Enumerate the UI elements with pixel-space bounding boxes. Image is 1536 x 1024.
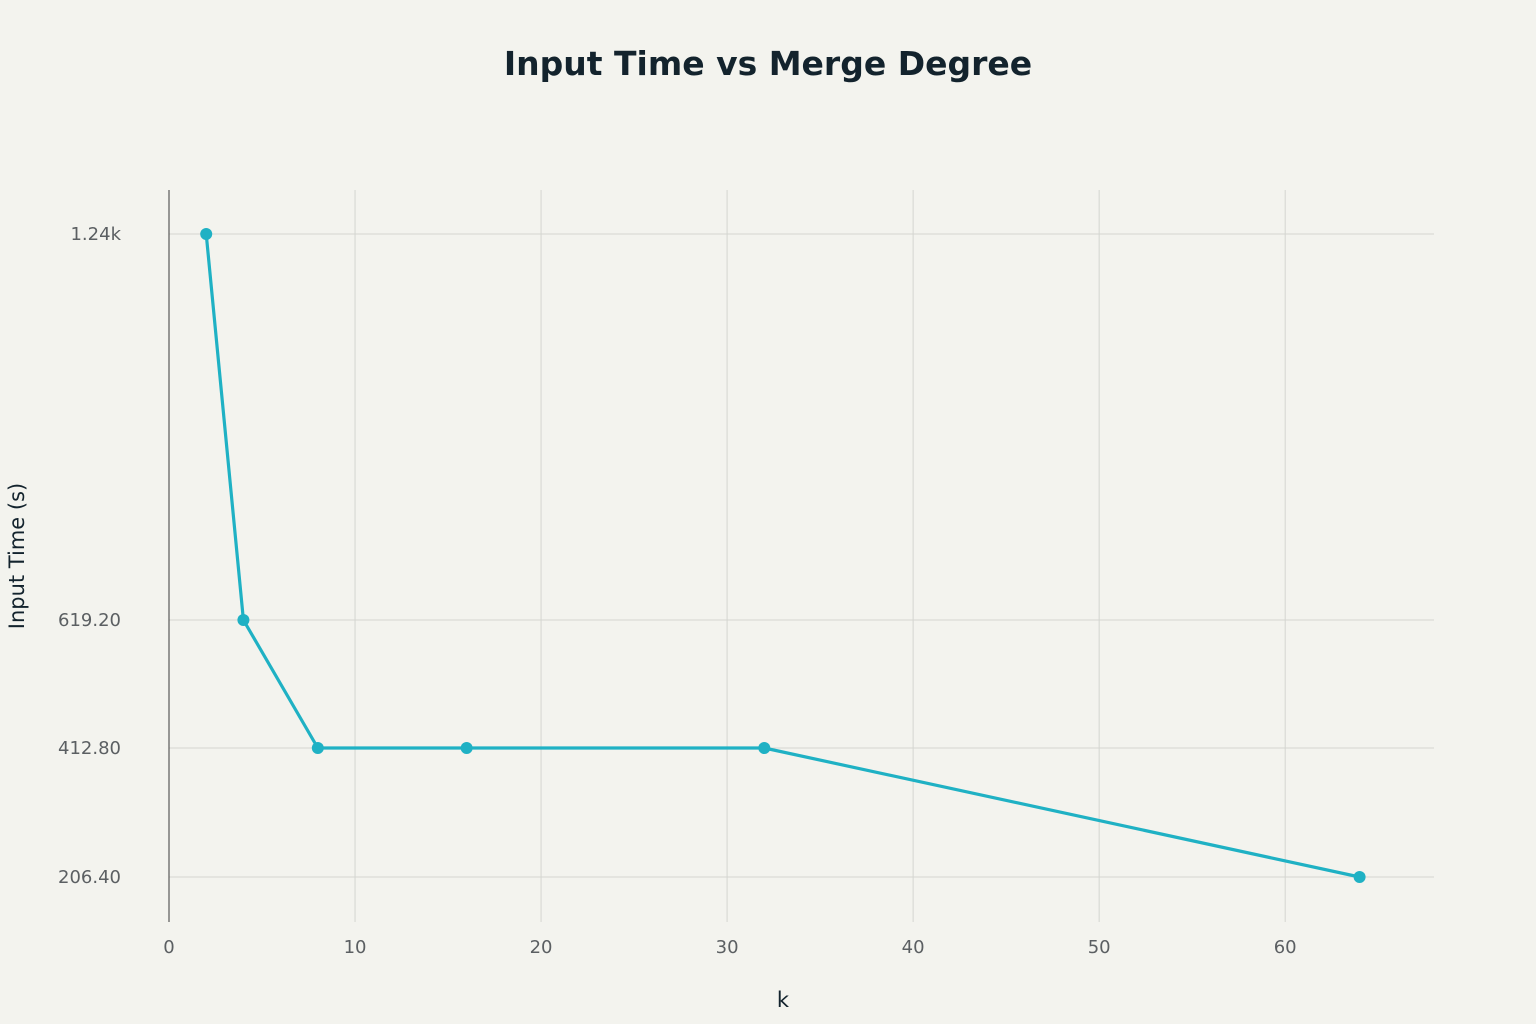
x-tick-label: 50 [1088, 937, 1111, 958]
y-tick-label: 619.20 [58, 610, 121, 631]
data-point[interactable] [200, 228, 213, 240]
series [200, 228, 1366, 883]
y-tick-label: 412.80 [58, 738, 121, 759]
gridlines [169, 190, 1434, 922]
y-axis-title: Input Time (s) [5, 483, 29, 629]
y-tick-label: 1.24k [70, 224, 121, 245]
x-tick-label: 60 [1274, 937, 1297, 958]
x-axis-title: k [777, 988, 790, 1012]
x-tick-label: 30 [716, 937, 739, 958]
series-line [204, 233, 1360, 879]
data-point[interactable] [311, 742, 324, 754]
chart-title: Input Time vs Merge Degree [504, 44, 1032, 83]
x-tick-label: 10 [344, 937, 367, 958]
data-point[interactable] [237, 614, 250, 626]
data-point[interactable] [460, 742, 473, 754]
x-tick-label: 40 [902, 937, 925, 958]
data-point[interactable] [758, 742, 771, 754]
x-tick-label: 20 [530, 937, 553, 958]
axes: 0 10 20 30 40 50 60 206.40 412.80 619.20 1.24k [58, 190, 1297, 958]
y-tick-label: 206.40 [58, 867, 121, 888]
data-point[interactable] [1353, 871, 1366, 883]
x-tick-label: 0 [163, 937, 174, 958]
